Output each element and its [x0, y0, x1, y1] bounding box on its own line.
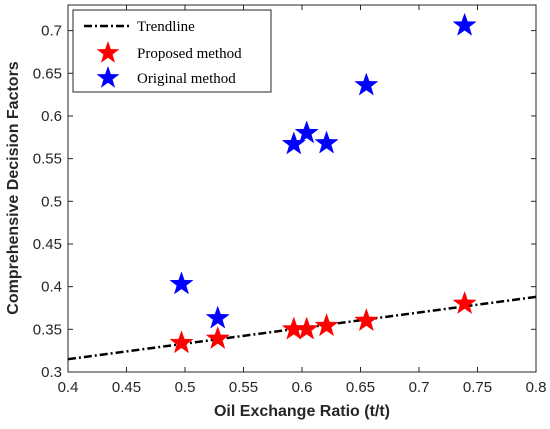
y-tick-label: 0.55 [33, 151, 62, 168]
legend-proposed-label: Proposed method [137, 46, 242, 62]
y-tick-label: 0.3 [41, 364, 62, 381]
x-axis-label: Oil Exchange Ratio (t/t) [214, 403, 390, 420]
original-method-point [354, 72, 379, 96]
y-tick-label: 0.45 [33, 236, 62, 253]
y-tick-label: 0.4 [41, 279, 62, 296]
x-axis-ticks: 0.4 0.45 0.5 0.55 0.6 0.65 0.7 0.75 0.8 [58, 5, 547, 396]
legend-original-label: Original method [137, 71, 236, 87]
legend-proposed-star-icon [96, 41, 120, 63]
proposed-method-point [354, 308, 379, 332]
proposed-method-point [452, 290, 477, 315]
original-method-point [452, 12, 477, 36]
legend-trendline-label: Trendline [137, 19, 195, 35]
y-tick-label: 0.5 [41, 193, 62, 210]
original-method-point [314, 130, 339, 154]
proposed-method-point [169, 330, 194, 354]
legend: Trendline Proposed method Original metho… [72, 9, 272, 93]
data-points-layer [169, 12, 477, 354]
x-tick-label: 0.7 [409, 379, 430, 396]
y-tick-label: 0.6 [41, 108, 62, 125]
y-tick-label: 0.35 [33, 321, 62, 338]
original-method-point [169, 271, 194, 295]
y-axis-label: Comprehensive Decision Factors [5, 61, 22, 315]
x-tick-label: 0.55 [229, 379, 258, 396]
x-tick-label: 0.5 [175, 379, 196, 396]
proposed-method-point [314, 313, 339, 337]
legend-original-star [96, 66, 120, 88]
legend-proposed-star [96, 41, 120, 63]
x-tick-label: 0.6 [292, 379, 313, 396]
original-method-point [205, 305, 230, 329]
y-axis-ticks: 0.3 0.35 0.4 0.45 0.5 0.55 0.6 0.65 0.7 [33, 23, 536, 381]
x-tick-label: 0.65 [346, 379, 375, 396]
x-tick-label: 0.8 [526, 379, 547, 396]
y-tick-label: 0.7 [41, 23, 62, 40]
y-tick-label: 0.65 [33, 65, 62, 82]
original-method-point [294, 120, 319, 144]
x-tick-label: 0.45 [112, 379, 141, 396]
x-tick-label: 0.75 [463, 379, 492, 396]
proposed-method-point [294, 316, 319, 340]
legend-original-star-icon [96, 66, 120, 88]
proposed-method-point [205, 325, 230, 350]
x-tick-label: 0.4 [58, 379, 79, 396]
